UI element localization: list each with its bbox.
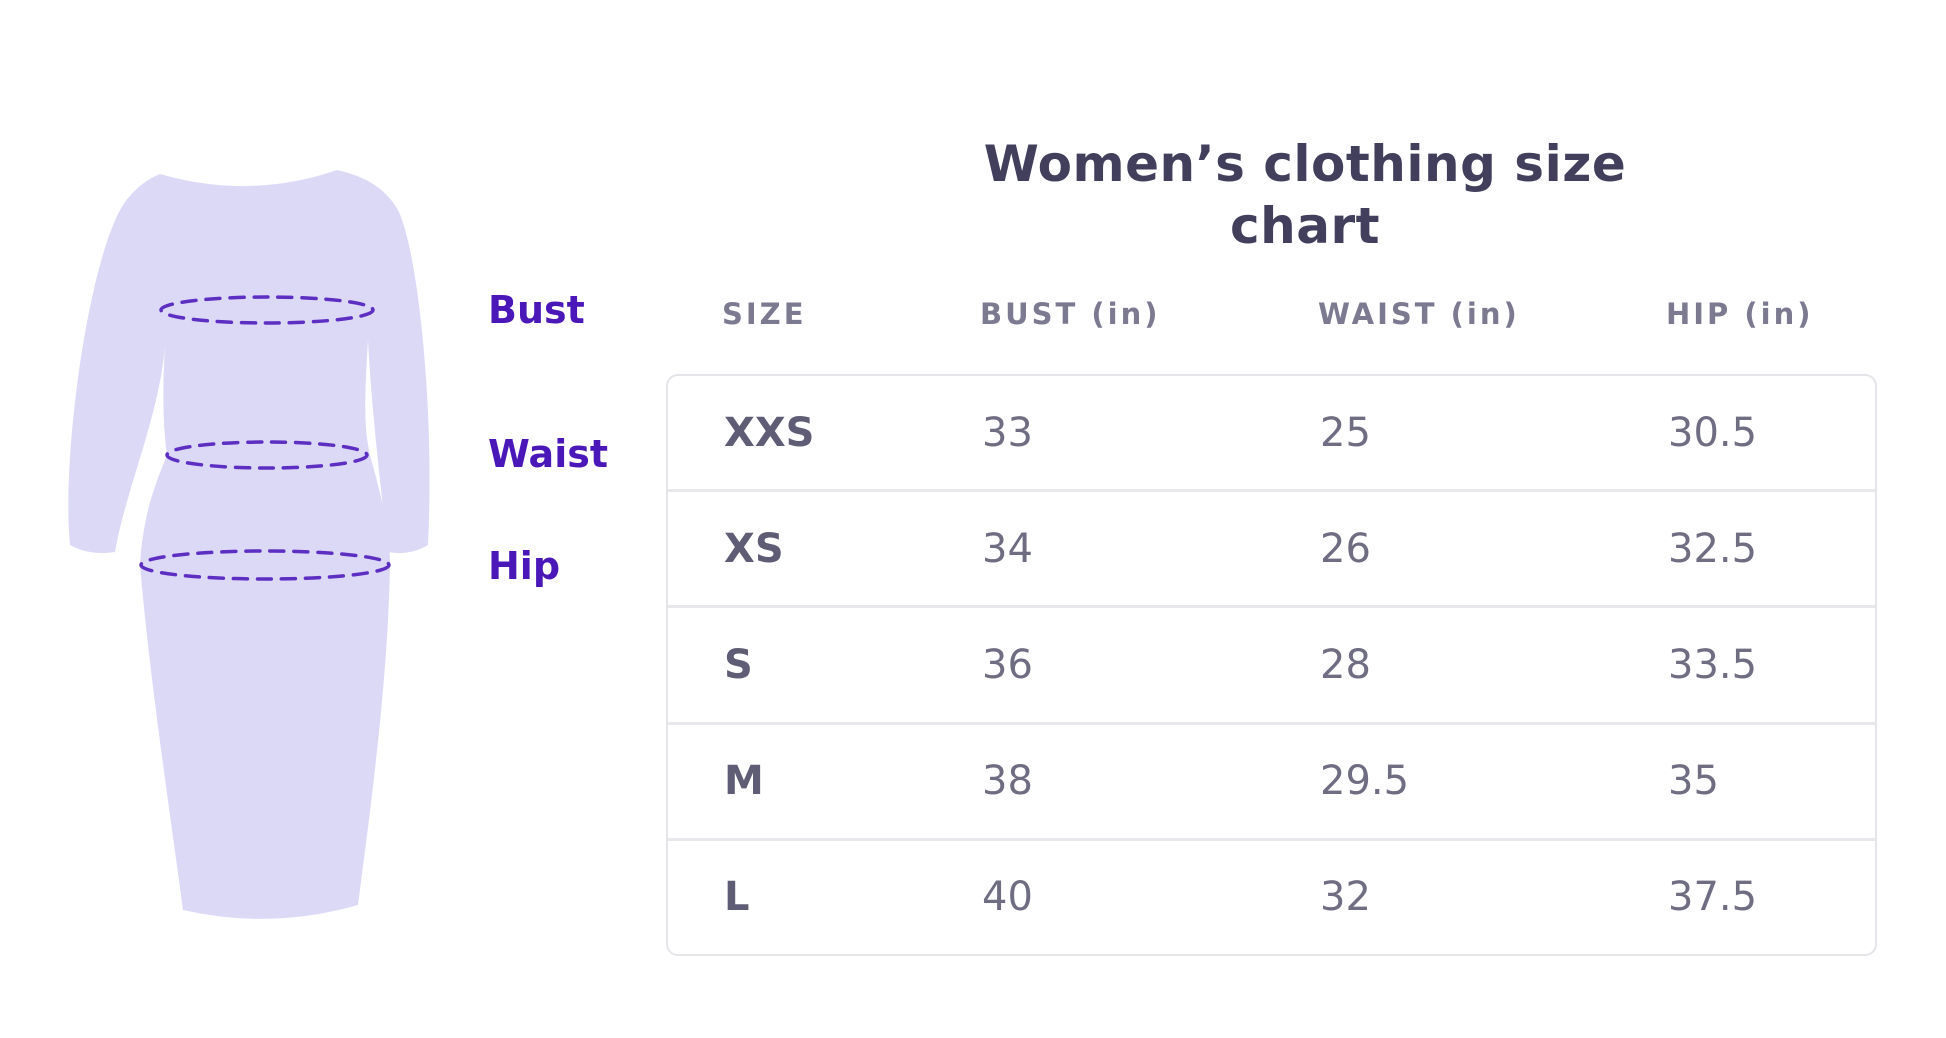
column-header-bust: BUST (in) (980, 297, 1161, 331)
hip-cell: 33.5 (1668, 642, 1758, 688)
hip-cell: 30.5 (1668, 409, 1758, 456)
bust-cell: 38 (982, 758, 1033, 805)
table-row-m: M 38 29.5 35 (668, 721, 1875, 838)
hip-cell: 37.5 (1668, 874, 1758, 921)
column-header-hip: HIP (in) (1666, 297, 1814, 331)
table-row-xxs: XXS 33 25 30.5 (668, 376, 1875, 489)
size-cell: XS (724, 525, 784, 572)
size-cell: S (724, 642, 753, 688)
column-header-size: SIZE (722, 297, 807, 331)
table-row-s: S 36 28 33.5 (668, 605, 1875, 721)
table-row-l: L 40 32 37.5 (668, 837, 1875, 954)
waist-label: Waist (488, 432, 609, 476)
table-row-xs: XS 34 26 32.5 (668, 489, 1875, 605)
size-cell: L (724, 874, 750, 921)
column-header-waist: WAIST (in) (1318, 297, 1520, 331)
dress-illustration (68, 170, 430, 919)
bust-cell: 40 (982, 874, 1033, 921)
hip-measure-line (139, 549, 391, 581)
page-title: Women’s clothing size chart (983, 135, 1627, 255)
bust-cell: 34 (982, 525, 1033, 572)
size-cell: XXS (724, 409, 815, 456)
table-header-row: SIZE BUST (in) WAIST (in) HIP (in) (666, 294, 1877, 334)
waist-cell: 32 (1320, 874, 1371, 921)
bust-measure-line (159, 295, 375, 325)
waist-cell: 28 (1320, 642, 1371, 688)
size-table: XXS 33 25 30.5 XS 34 26 32.5 S 36 28 33.… (666, 374, 1877, 956)
size-cell: M (724, 758, 764, 805)
waist-cell: 26 (1320, 525, 1371, 572)
waist-measure-line (165, 440, 369, 470)
hip-cell: 32.5 (1668, 525, 1758, 572)
hip-cell: 35 (1668, 758, 1719, 805)
waist-cell: 25 (1320, 409, 1371, 456)
bust-label: Bust (488, 288, 585, 332)
dress-silhouette (68, 170, 430, 919)
bust-cell: 33 (982, 409, 1033, 456)
bust-cell: 36 (982, 642, 1033, 688)
hip-label: Hip (488, 544, 561, 588)
waist-cell: 29.5 (1320, 758, 1410, 805)
